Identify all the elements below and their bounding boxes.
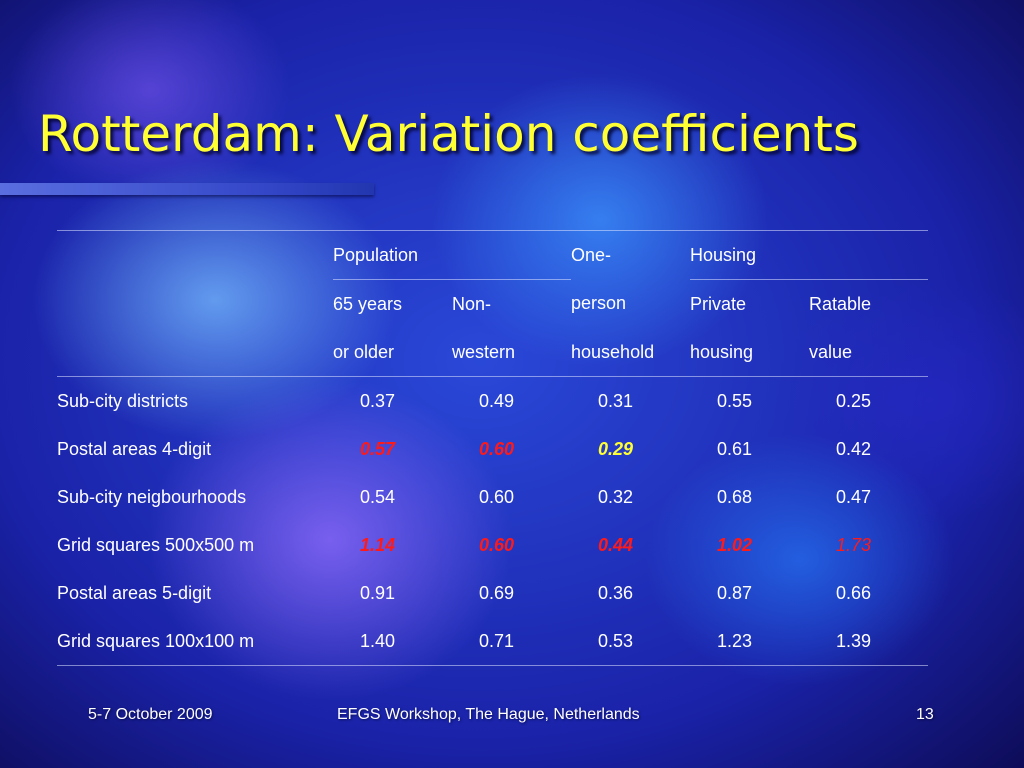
row-label: Sub-city neigbourhoods: [57, 486, 247, 507]
header-housing-2: housing: [690, 328, 810, 377]
table-row: Postal areas 4-digit 0.57 0.60 0.29 0.61…: [57, 425, 928, 473]
highlighted-cell: 1.14: [359, 534, 396, 555]
table-cell: 1.39: [809, 617, 929, 666]
table-cell: 0.31: [597, 390, 634, 411]
footer-event: EFGS Workshop, The Hague, Netherlands: [337, 706, 640, 723]
header-person: person: [571, 293, 627, 314]
row-label: Grid squares 500x500 m: [57, 534, 255, 555]
row-label: Sub-city districts: [57, 390, 189, 411]
header-housing: Housing: [690, 230, 929, 280]
header-private: Private: [690, 293, 747, 314]
table-row: Postal areas 5-digit 0.91 0.69 0.36 0.87…: [57, 569, 928, 617]
header-one: One-: [571, 244, 612, 265]
header-row-1: Population One- Housing: [57, 230, 929, 280]
table-cell: 0.47: [836, 486, 872, 507]
table-row: Grid squares 100x100 m 1.40 0.71 0.53 1.…: [57, 617, 929, 666]
header-household: household: [571, 328, 691, 377]
title-underline-bar: [0, 183, 374, 195]
table-row: Grid squares 500x500 m 1.14 0.60 0.44 1.…: [57, 521, 928, 569]
highlighted-cell: 1.02: [716, 534, 753, 555]
table-cell: 1.23: [690, 617, 810, 666]
highlighted-cell: 0.29: [597, 438, 634, 459]
table-row: Sub-city districts 0.37 0.49 0.31 0.55 0…: [57, 377, 928, 426]
table-cell: 0.37: [359, 390, 396, 411]
row-label: Grid squares 100x100 m: [57, 617, 333, 666]
table-cell: 0.68: [716, 486, 753, 507]
header-non: Non-: [452, 293, 492, 314]
table-cell: 0.61: [716, 438, 753, 459]
table-cell: 0.32: [597, 486, 634, 507]
table-cell: 0.25: [836, 390, 872, 411]
highlighted-cell: 0.60: [478, 534, 515, 555]
slide-title: Rotterdam: Variation coefficients: [38, 105, 859, 163]
row-label: Postal areas 5-digit: [57, 582, 212, 603]
highlighted-cell: 1.73: [836, 534, 872, 555]
table-cell: 0.87: [716, 582, 753, 603]
table-cell: 0.54: [359, 486, 396, 507]
table-cell: 0.91: [359, 582, 396, 603]
table-cell: 0.55: [716, 390, 753, 411]
footer-page-number: 13: [916, 706, 934, 723]
table-cell: 1.40: [333, 617, 452, 666]
table-cell: 0.60: [478, 486, 515, 507]
header-row-3: or older western household housing value: [57, 328, 929, 377]
header-population: Population: [333, 230, 572, 280]
header-ratable: Ratable: [809, 293, 872, 314]
highlighted-cell: 0.44: [597, 534, 634, 555]
table-cell: 0.36: [597, 582, 634, 603]
header-row-2: 65 years Non- person Private Ratable: [57, 280, 928, 329]
header-empty-cell: [57, 328, 333, 377]
header-western: western: [452, 328, 572, 377]
header-value: value: [809, 328, 929, 377]
variation-coefficients-table: Population One- Housing 65 years Non- pe…: [57, 230, 929, 666]
row-label: Postal areas 4-digit: [57, 438, 212, 459]
header-65-years: 65 years: [333, 293, 403, 314]
footer-date: 5-7 October 2009: [88, 706, 213, 723]
table-cell: 0.49: [478, 390, 515, 411]
table-cell: 0.53: [571, 617, 691, 666]
highlighted-cell: 0.60: [478, 438, 515, 459]
header-empty-cell: [57, 231, 333, 280]
table-cell: 0.71: [452, 617, 572, 666]
table-cell: 0.66: [836, 582, 872, 603]
table-row: Sub-city neigbourhoods 0.54 0.60 0.32 0.…: [57, 473, 928, 521]
header-or-older: or older: [333, 328, 452, 377]
table-cell: 0.69: [478, 582, 515, 603]
highlighted-cell: 0.57: [359, 438, 396, 459]
header-empty-cell: [57, 280, 333, 329]
table-cell: 0.42: [836, 438, 872, 459]
